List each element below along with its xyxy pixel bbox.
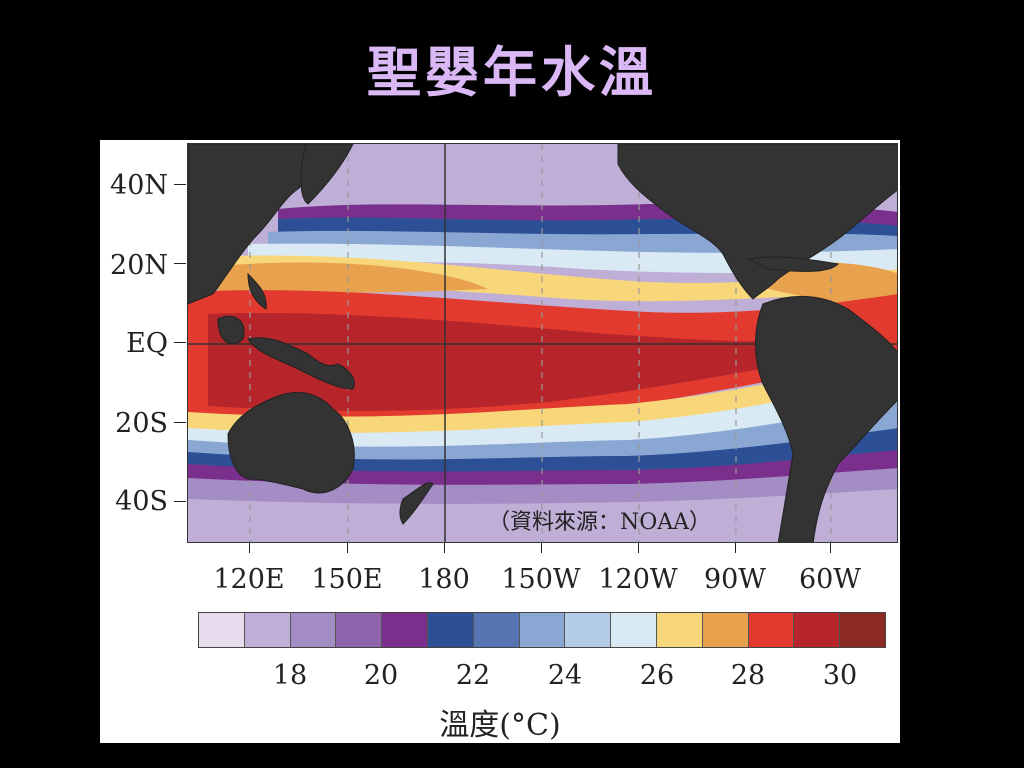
- sst-band-warmpool-orange: [218, 262, 488, 294]
- sst-map-svg: [188, 144, 897, 542]
- sst-band-north-yellow: [228, 255, 897, 302]
- colorbar-swatch: [335, 613, 382, 647]
- colorbar-swatch: [381, 613, 427, 647]
- lat-tick: [174, 501, 186, 502]
- colorbar-swatch: [839, 613, 885, 647]
- colorbar-tick-label: 26: [639, 660, 675, 691]
- sst-figure: 40N 20N EQ 20S 40S: [100, 140, 900, 743]
- lon-label-120e: 120E: [213, 564, 285, 595]
- lat-label-40s: 40S: [115, 486, 168, 517]
- lon-tick: [735, 543, 736, 553]
- land-north-america: [617, 144, 897, 300]
- land-masses: [188, 144, 897, 542]
- colorbar-swatch: [564, 613, 611, 647]
- colorbar-swatch: [289, 613, 336, 647]
- colorbar-swatch: [701, 613, 748, 647]
- colorbar-swatch: [472, 613, 519, 647]
- lon-tick: [541, 543, 542, 553]
- land-philippines: [247, 272, 267, 310]
- colorbar-swatch: [518, 613, 565, 647]
- land-australia: [227, 391, 355, 494]
- colorbar-tick-label: 28: [730, 660, 766, 691]
- land-cuba: [746, 256, 840, 272]
- colorbar-tick-label: 24: [547, 660, 583, 691]
- slide-title: 聖嬰年水溫: [367, 41, 657, 104]
- land-new-zealand: [399, 482, 434, 525]
- sst-band-south-lightblue: [188, 376, 897, 457]
- colorbar-swatch: [610, 613, 656, 647]
- colorbar-title: 溫度(°C): [439, 708, 561, 743]
- land-borneo: [217, 315, 245, 345]
- lon-tick: [830, 543, 831, 553]
- colorbar: [198, 612, 886, 648]
- lon-label-150w: 150W: [501, 564, 581, 595]
- colorbar-swatch: [747, 613, 794, 647]
- sst-band-south-purple: [188, 450, 897, 491]
- lon-tick: [444, 543, 445, 553]
- land-new-guinea: [247, 337, 355, 390]
- lon-tick: [249, 543, 250, 553]
- lon-label-90w: 90W: [703, 564, 767, 595]
- colorbar-tick-label: 18: [272, 660, 308, 691]
- lat-label-20s: 20S: [115, 408, 168, 439]
- lat-label-40n: 40N: [110, 170, 168, 201]
- lat-tick: [174, 184, 186, 185]
- sst-band-south-yellow: [188, 356, 897, 439]
- land-south-america: [755, 295, 897, 542]
- lon-label-150e: 150E: [311, 564, 383, 595]
- colorbar-swatch: [243, 613, 290, 647]
- colorbar-swatch: [793, 613, 840, 647]
- colorbar-tick-label: 30: [822, 660, 858, 691]
- lat-tick: [174, 263, 186, 264]
- lat-label-20n: 20N: [110, 250, 168, 281]
- colorbar-swatch: [199, 613, 244, 647]
- land-japan: [300, 144, 354, 205]
- lon-tick: [347, 543, 348, 553]
- sst-band-south-lightpurple: [188, 468, 897, 504]
- lat-label-eq: EQ: [126, 328, 168, 359]
- source-note: （資料來源：NOAA）: [488, 510, 712, 535]
- colorbar-swatch: [655, 613, 702, 647]
- colorbar-tick-label: 22: [455, 660, 491, 691]
- lat-tick: [174, 342, 186, 343]
- lon-label-60w: 60W: [798, 564, 862, 595]
- sst-map: [187, 143, 898, 543]
- colorbar-tick-label: 20: [363, 660, 399, 691]
- colorbar-swatch: [426, 613, 473, 647]
- lon-tick: [638, 543, 639, 553]
- lon-label-180: 180: [418, 564, 470, 595]
- lat-tick: [174, 422, 186, 423]
- lon-label-120w: 120W: [598, 564, 678, 595]
